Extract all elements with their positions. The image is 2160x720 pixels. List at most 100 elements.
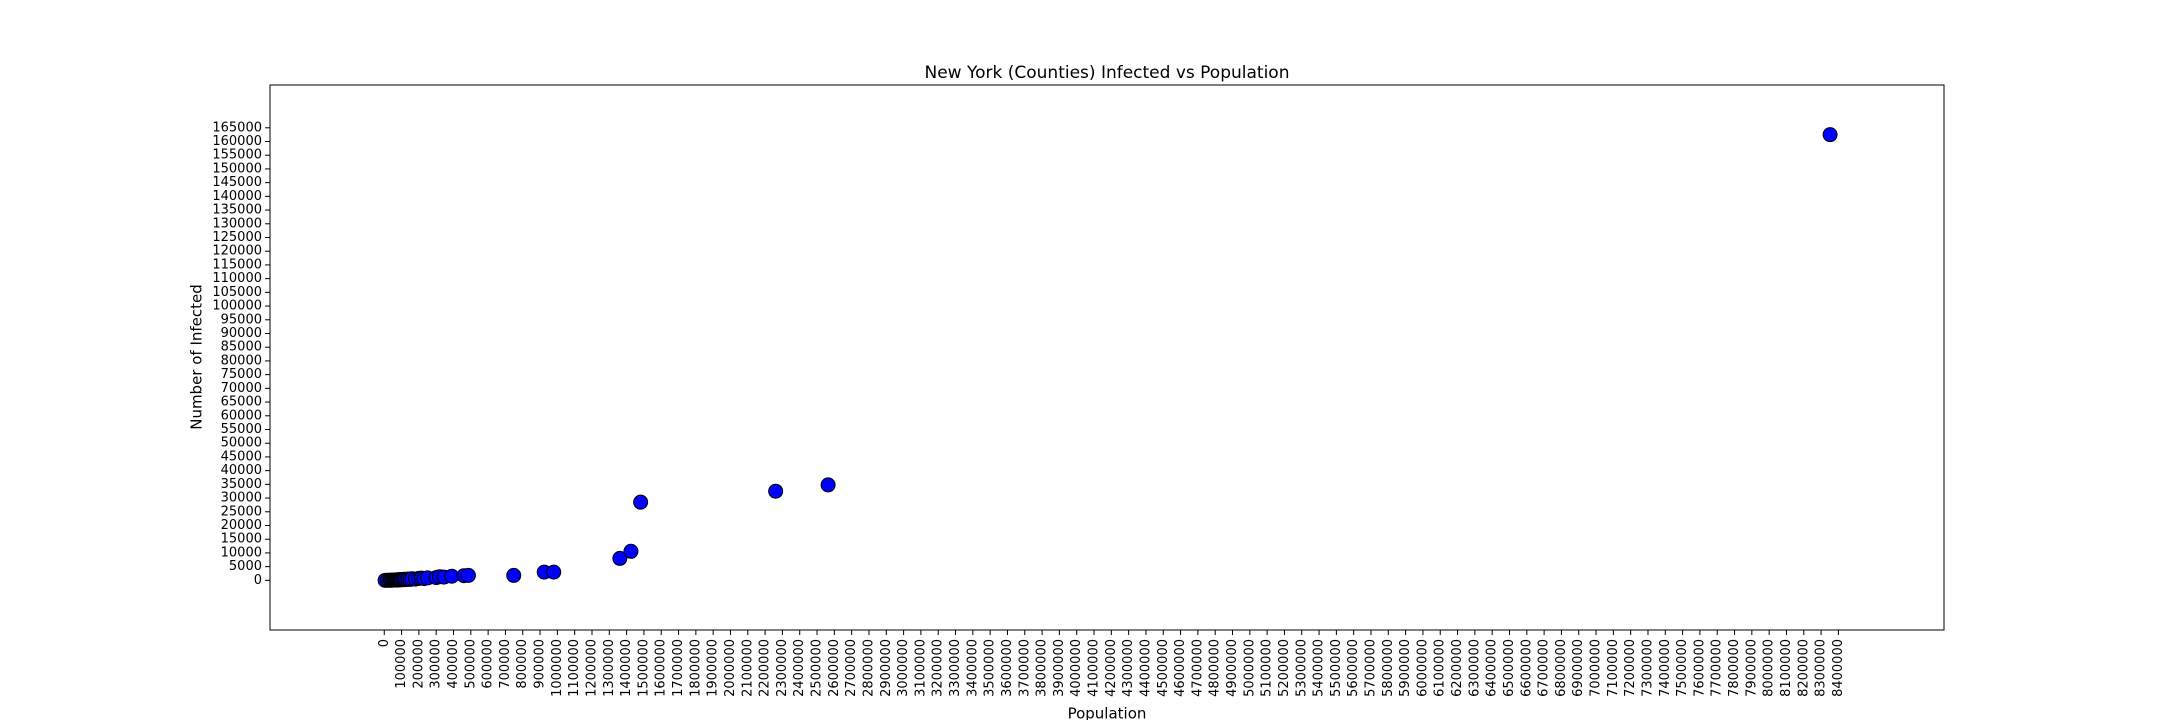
y-tick-label: 125000 [212,230,262,245]
x-tick-label: 1100000 [567,639,582,697]
x-tick-label: 8400000 [1831,639,1846,697]
x-tick-label: 0 [377,639,392,647]
x-tick-label: 1800000 [688,639,703,697]
x-tick-label: 5200000 [1277,639,1292,697]
y-tick-label: 145000 [212,175,262,190]
x-tick-label: 3800000 [1035,639,1050,697]
x-tick-label: 2600000 [827,639,842,697]
y-tick-label: 115000 [212,257,262,272]
x-tick-label: 900000 [533,639,548,689]
data-point [1822,127,1838,143]
y-tick-label: 60000 [221,408,262,423]
plot-frame [269,84,1945,631]
data-point [633,494,649,510]
x-tick-label: 4000000 [1069,639,1084,697]
x-tick-label: 7200000 [1623,639,1638,697]
x-tick-label: 1400000 [619,639,634,697]
x-tick-label: 4400000 [1138,639,1153,697]
x-tick-label: 2500000 [810,639,825,697]
x-tick-label: 2900000 [879,639,894,697]
data-point [623,543,639,559]
x-tick-label: 3200000 [931,639,946,697]
x-tick-label: 5600000 [1346,639,1361,697]
x-tick-label: 2400000 [792,639,807,697]
x-tick-label: 6000000 [1415,639,1430,697]
x-tick-label: 1000000 [550,639,565,697]
x-tick-label: 1500000 [636,639,651,697]
x-tick-label: 4900000 [1225,639,1240,697]
data-point [506,567,522,583]
x-tick-label: 2300000 [775,639,790,697]
y-tick-label: 165000 [212,120,262,135]
x-tick-label: 1900000 [706,639,721,697]
y-tick-label: 40000 [221,463,262,478]
y-tick-label: 35000 [221,477,262,492]
x-tick-label: 4100000 [1087,639,1102,697]
y-tick-label: 95000 [221,312,262,327]
y-tick-label: 75000 [221,367,262,382]
x-tick-label: 4200000 [1104,639,1119,697]
x-tick-label: 5000000 [1242,639,1257,697]
y-tick-label: 150000 [212,161,262,176]
x-tick-label: 3300000 [948,639,963,697]
y-tick-label: 55000 [221,422,262,437]
x-tick-label: 200000 [411,639,426,689]
x-tick-label: 6100000 [1433,639,1448,697]
data-point [820,477,836,493]
x-tick-label: 1700000 [671,639,686,697]
y-tick-label: 0 [254,573,262,588]
x-tick-label: 3500000 [983,639,998,697]
x-tick-label: 8300000 [1814,639,1829,697]
y-tick-label: 25000 [221,504,262,519]
x-tick-label: 500000 [463,639,478,689]
x-tick-label: 6600000 [1519,639,1534,697]
y-tick-label: 100000 [212,299,262,314]
x-tick-label: 7400000 [1658,639,1673,697]
x-tick-label: 6900000 [1571,639,1586,697]
x-axis-label: Population [1068,705,1147,720]
x-tick-label: 7300000 [1640,639,1655,697]
x-tick-label: 100000 [394,639,409,689]
x-tick-label: 4600000 [1173,639,1188,697]
x-tick-label: 7000000 [1589,639,1604,697]
x-tick-label: 1200000 [584,639,599,697]
x-tick-label: 4500000 [1156,639,1171,697]
x-tick-label: 6700000 [1537,639,1552,697]
x-tick-label: 6400000 [1485,639,1500,697]
x-tick-label: 3100000 [913,639,928,697]
x-tick-label: 6300000 [1467,639,1482,697]
x-tick-label: 2100000 [740,639,755,697]
x-tick-label: 4300000 [1121,639,1136,697]
data-point [460,567,476,583]
x-tick-label: 2200000 [758,639,773,697]
y-axis-label: Number of Infected [188,284,206,430]
chart-title: New York (Counties) Infected vs Populati… [925,63,1290,83]
x-tick-label: 7900000 [1744,639,1759,697]
x-tick-label: 600000 [481,639,496,689]
data-point [768,483,784,499]
x-tick-label: 7700000 [1710,639,1725,697]
x-tick-label: 4800000 [1208,639,1223,697]
x-tick-label: 3900000 [1052,639,1067,697]
x-tick-label: 5800000 [1381,639,1396,697]
x-tick-label: 1300000 [602,639,617,697]
y-tick-label: 20000 [221,518,262,533]
y-tick-label: 135000 [212,203,262,218]
x-tick-label: 7600000 [1692,639,1707,697]
y-tick-label: 5000 [229,559,262,574]
y-tick-label: 30000 [221,491,262,506]
x-tick-label: 7800000 [1727,639,1742,697]
x-tick-label: 8100000 [1779,639,1794,697]
y-tick-label: 110000 [212,271,262,286]
y-tick-label: 50000 [221,436,262,451]
y-tick-label: 45000 [221,449,262,464]
y-tick-label: 65000 [221,395,262,410]
y-tick-label: 105000 [212,285,262,300]
x-tick-label: 5100000 [1260,639,1275,697]
y-tick-label: 85000 [221,340,262,355]
x-tick-label: 1600000 [654,639,669,697]
x-tick-label: 4700000 [1190,639,1205,697]
x-tick-label: 400000 [446,639,461,689]
x-tick-label: 300000 [429,639,444,689]
